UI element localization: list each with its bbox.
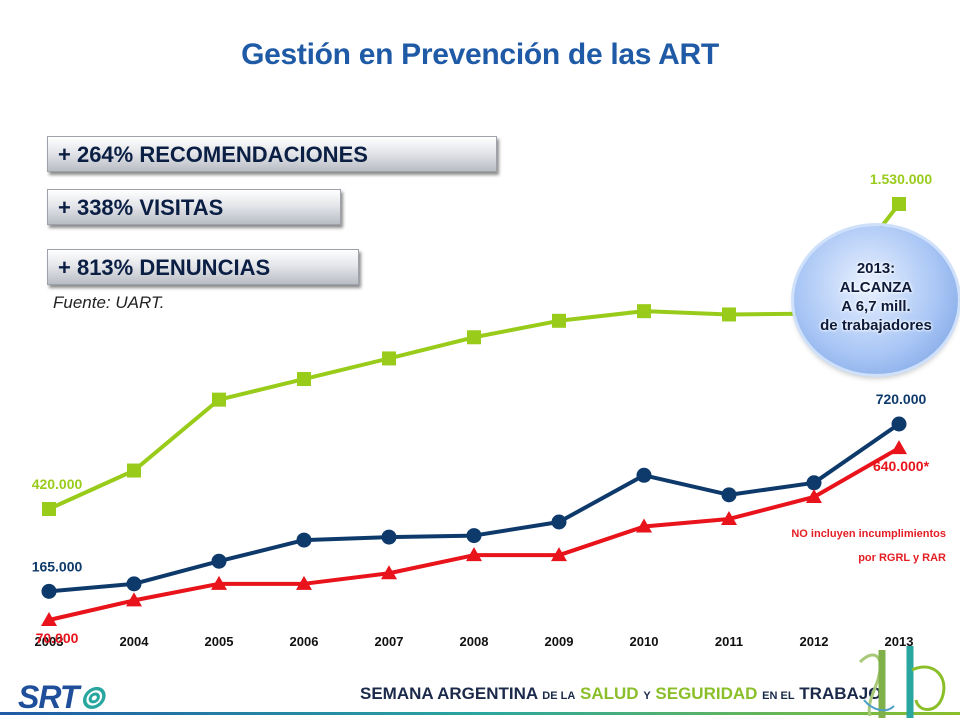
data-point — [381, 565, 397, 580]
page-title: Gestión en Prevención de las ART — [241, 38, 719, 71]
x-tick-label: 2004 — [120, 634, 150, 649]
data-point — [381, 529, 397, 545]
x-tick-label: 2005 — [205, 634, 234, 649]
event-name-part: DE LA — [542, 690, 576, 702]
highlight-bubble-text: 2013: ALCANZA A 6,7 mill. de trabajadore… — [794, 259, 958, 335]
event-name-part: Y — [643, 690, 651, 702]
data-point — [806, 475, 822, 491]
x-tick-label: 2011 — [715, 634, 743, 649]
bubble-line: de trabajadores — [820, 317, 932, 334]
x-tick-label: 2010 — [630, 634, 659, 649]
data-label: 165.000 — [32, 558, 83, 574]
footer-divider — [0, 712, 960, 715]
data-point — [637, 304, 651, 319]
data-point — [126, 592, 142, 607]
data-point — [211, 575, 227, 590]
stat-denuncias: + 813% DENUNCIAS — [47, 249, 359, 285]
data-point — [127, 463, 141, 478]
eleven-logo-icon — [858, 646, 946, 718]
data-point — [466, 547, 482, 562]
footnote-line: NO incluyen incumplimientos — [791, 528, 946, 540]
data-point — [722, 307, 736, 322]
srt-logo-text: SRT — [18, 679, 79, 715]
data-point — [466, 528, 482, 544]
data-point — [42, 502, 56, 516]
bubble-line: A 6,7 mill. — [841, 298, 911, 315]
srt-logo: SRT⊚ — [18, 678, 105, 716]
data-point — [806, 488, 822, 503]
data-point — [721, 487, 737, 503]
data-point — [552, 313, 566, 328]
bubble-line: 2013: — [856, 260, 896, 277]
data-point — [296, 575, 312, 590]
highlight-bubble — [794, 226, 958, 374]
data-point — [126, 576, 142, 592]
data-point — [382, 351, 396, 366]
data-point — [892, 197, 906, 211]
x-tick-label: 2008 — [460, 634, 489, 649]
data-label: 70.000 — [36, 630, 79, 646]
event-name-part: SEGURIDAD — [655, 684, 758, 703]
data-point — [721, 510, 737, 525]
event-name-part: TRABAJO — [799, 684, 882, 703]
data-point — [212, 392, 226, 407]
data-point — [297, 372, 311, 387]
data-point — [41, 583, 57, 599]
x-tick-label: 2012 — [800, 634, 829, 649]
x-tick-label: 2007 — [375, 634, 404, 649]
bubble-line: ALCANZA — [839, 279, 913, 296]
x-tick-label: 2006 — [290, 634, 319, 649]
srt-mark-icon: ⊚ — [78, 679, 105, 715]
data-label: 640.000* — [873, 458, 930, 474]
x-tick-label: 2009 — [545, 634, 574, 649]
data-point — [891, 440, 907, 455]
event-name-part: EN EL — [762, 690, 795, 702]
data-label: 720.000 — [876, 391, 927, 407]
data-point — [636, 518, 652, 533]
x-tick-label: 2003 — [35, 634, 64, 649]
footnote-line: por RGRL y RAR — [858, 552, 946, 564]
event-name-part: SEMANA ARGENTINA — [360, 684, 538, 703]
data-point — [636, 467, 652, 483]
data-point — [41, 612, 57, 626]
event-name-part: SALUD — [580, 684, 639, 703]
data-point — [551, 547, 567, 562]
stat-recomendaciones: + 264% RECOMENDACIONES — [47, 136, 497, 172]
source-note: Fuente: UART. — [53, 293, 165, 312]
data-point — [551, 514, 567, 530]
x-tick-label: 2013 — [885, 634, 914, 649]
data-label: 1.530.000 — [870, 171, 932, 187]
series-line — [48, 202, 901, 511]
event-name: SEMANA ARGENTINA DE LA SALUD Y SEGURIDAD… — [360, 684, 881, 704]
data-point — [891, 416, 907, 432]
data-point — [467, 330, 481, 345]
stat-visitas: + 338% VISITAS — [47, 189, 341, 225]
data-point — [211, 553, 227, 569]
data-label: 420.000 — [32, 476, 83, 492]
data-point — [296, 532, 312, 548]
